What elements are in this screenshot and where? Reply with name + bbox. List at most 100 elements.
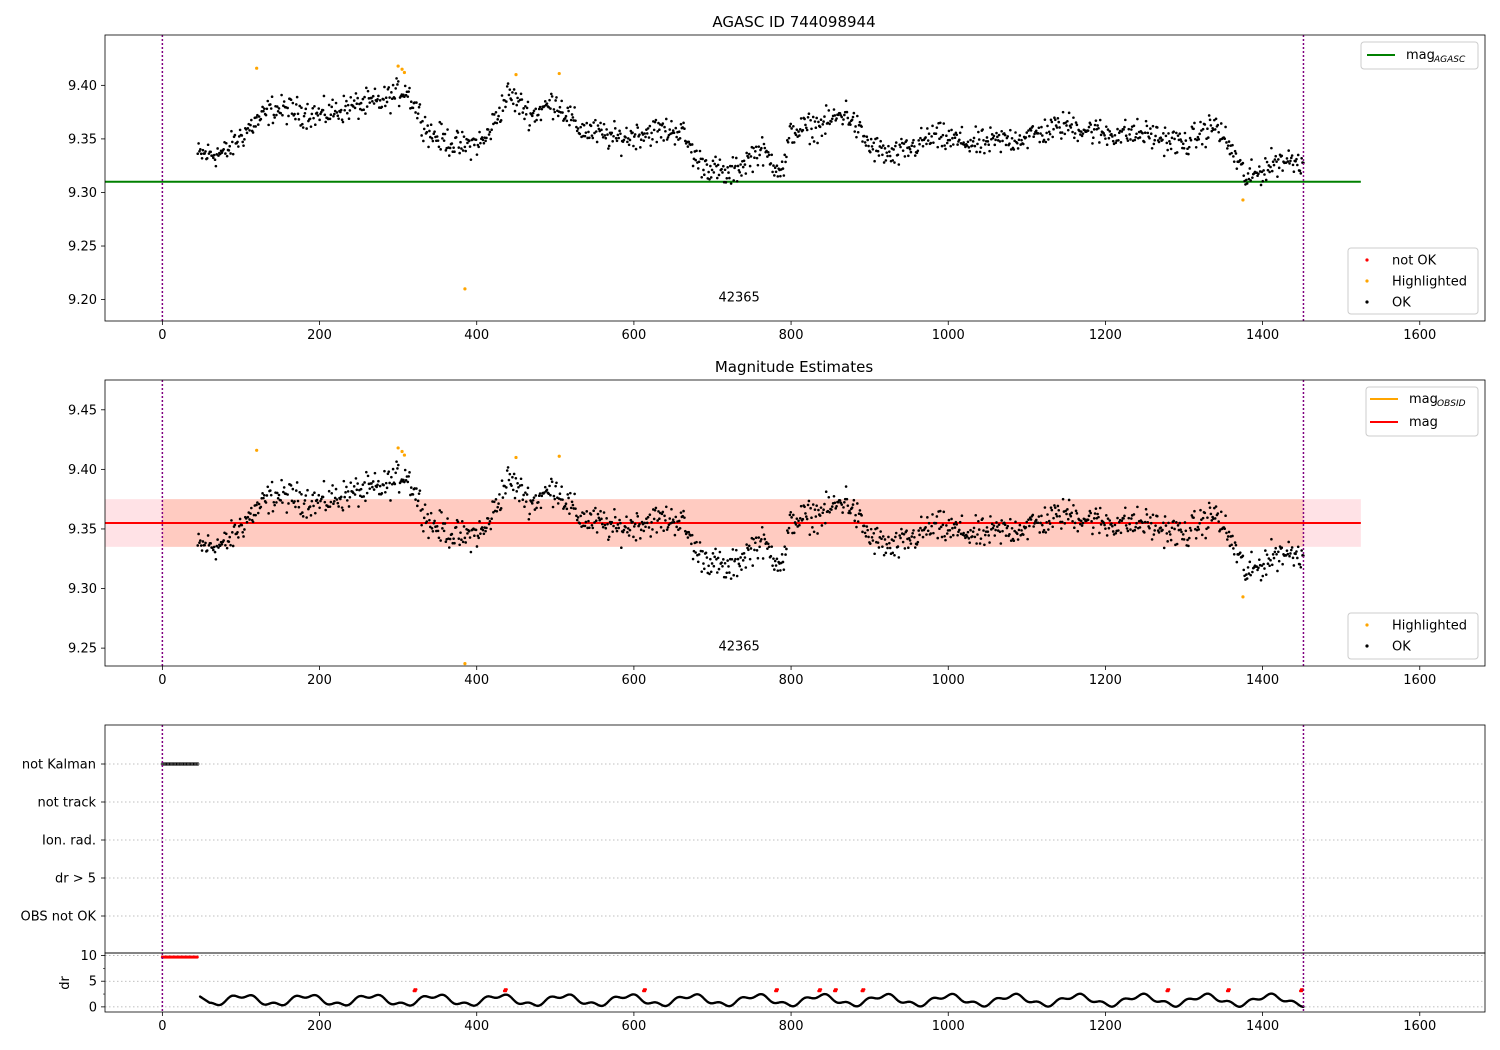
chart-2-ok-point — [1210, 519, 1214, 522]
chart-2-ok-point — [1028, 524, 1031, 528]
chart-2-ok-point — [1213, 517, 1217, 520]
dr-not-ok-point — [776, 988, 780, 991]
chart-2-ok-point — [1092, 526, 1095, 529]
chart-2-ok-point — [563, 504, 567, 508]
chart-1-ok-point — [648, 124, 652, 128]
dr-frame — [104, 952, 1486, 1013]
chart-2-ok-point — [1099, 523, 1103, 526]
chart-1-ok-point — [380, 105, 384, 109]
chart-1-ok-point — [722, 164, 725, 168]
chart-2-ok-point — [1051, 525, 1054, 529]
chart-2-ok-point — [1154, 524, 1157, 527]
chart-1-ok-point — [912, 138, 915, 142]
chart-2-ok-point — [505, 469, 509, 472]
chart-2-highlighted-point — [557, 454, 561, 458]
chart-2-ok-point — [995, 521, 998, 524]
chart-1-ok-point — [977, 130, 980, 134]
chart-1-ok-point — [411, 106, 415, 110]
chart-2-ok-point — [282, 490, 285, 494]
chart-1-ok-point — [824, 104, 828, 107]
chart-2-ok-point — [896, 545, 900, 548]
chart-1-ok-point — [856, 114, 859, 118]
chart-2-ok-point — [882, 553, 886, 557]
chart-1-legend-agasc-subscript: AGASC — [1433, 55, 1466, 65]
chart-1-ok-point — [718, 158, 722, 161]
chart-2-ok-point — [603, 523, 607, 527]
chart-2-ok-point — [722, 558, 725, 561]
chart-2-ok-point — [1277, 559, 1281, 563]
chart-2-ok-point — [242, 535, 245, 538]
chart-2-ok-point — [1008, 532, 1011, 536]
chart-1-ok-point — [918, 142, 921, 146]
chart-2-ok-point — [804, 512, 807, 515]
chart-2-ok-point — [867, 535, 870, 539]
chart-1-ok-point — [339, 110, 342, 114]
chart-2-ok-point — [1298, 563, 1302, 566]
chart-2-ok-point — [913, 546, 917, 549]
chart-2-ok-point — [942, 510, 946, 514]
chart-1-ok-point — [346, 103, 350, 107]
chart-2-ok-point — [962, 531, 965, 535]
chart-1-ok-point — [840, 115, 844, 119]
chart-2-ok-point — [925, 533, 928, 536]
chart-1-ok-point — [480, 136, 484, 139]
chart-1-ok-point — [1286, 160, 1290, 163]
chart-1-ok-point — [1106, 128, 1110, 131]
chart-2-ok-point — [596, 512, 600, 516]
chart-2-ok-point — [973, 535, 977, 539]
chart-1-ok-point — [1226, 144, 1230, 147]
chart-1-ok-point — [1287, 149, 1290, 152]
chart-1-ok-point — [416, 116, 419, 120]
chart-2-ok-point — [789, 510, 793, 514]
chart-1-ok-point — [1041, 134, 1044, 137]
chart-1-ok-point — [1060, 137, 1063, 140]
chart-2-ok-point — [696, 560, 700, 564]
dr-not-ok-point — [195, 955, 199, 959]
chart-1-ok-point — [463, 145, 467, 149]
chart-1-ok-point — [756, 163, 760, 167]
chart-1-ok-point — [567, 109, 570, 113]
chart-2-ok-point — [1145, 513, 1149, 516]
chart-2-ok-point — [304, 494, 308, 497]
chart-1-ok-point — [1119, 141, 1123, 144]
chart-1-ok-point — [741, 165, 745, 169]
chart-2-ok-point — [1268, 564, 1271, 568]
chart-2-ok-point — [697, 553, 701, 556]
chart-2-ok-point — [1037, 515, 1041, 518]
chart-1-ok-point — [1289, 156, 1293, 160]
chart-2-ok-point — [366, 474, 370, 478]
chart-2-ok-point — [1178, 521, 1182, 525]
chart-1-ok-point — [739, 163, 742, 166]
chart-1-ok-point — [1270, 169, 1274, 173]
chart-2-ok-point — [878, 536, 882, 539]
chart-2-ok-point — [364, 499, 367, 503]
chart-2-ok-point — [437, 536, 441, 540]
chart-2-ok-point — [342, 479, 346, 483]
chart-1-ok-point — [371, 94, 375, 98]
chart-2-ok-point — [385, 486, 389, 490]
chart-1-ok-point — [1245, 182, 1249, 185]
dr-not-ok-point — [819, 988, 823, 991]
chart-2-ok-point — [1122, 517, 1125, 520]
chart-2-ok-point — [1172, 519, 1176, 523]
chart-1-ok-point — [885, 151, 889, 154]
chart-1-ok-point — [805, 128, 809, 132]
chart-2-ok-point — [196, 544, 200, 547]
chart-2-ok-point — [585, 510, 589, 513]
chart-1-ok-point — [613, 119, 616, 123]
chart-1-ok-point — [395, 77, 398, 80]
chart-1-ok-point — [484, 139, 487, 143]
chart-2-ok-point — [926, 516, 929, 519]
chart-1-ok-point — [1079, 130, 1083, 133]
chart-1-ok-point — [849, 123, 852, 126]
chart-1-ok-point — [1143, 131, 1147, 135]
chart-2-ok-point — [1296, 545, 1300, 549]
chart-2-ok-point — [755, 549, 759, 552]
chart-2-ok-point — [489, 527, 493, 531]
chart-1-ok-point — [1178, 132, 1182, 135]
chart-1-ok-point — [1027, 129, 1030, 132]
chart-2-ok-point — [537, 494, 541, 497]
chart-2-ok-point — [958, 528, 961, 532]
chart-1-ok-point — [1045, 131, 1048, 135]
chart-2-ok-point — [741, 559, 745, 562]
